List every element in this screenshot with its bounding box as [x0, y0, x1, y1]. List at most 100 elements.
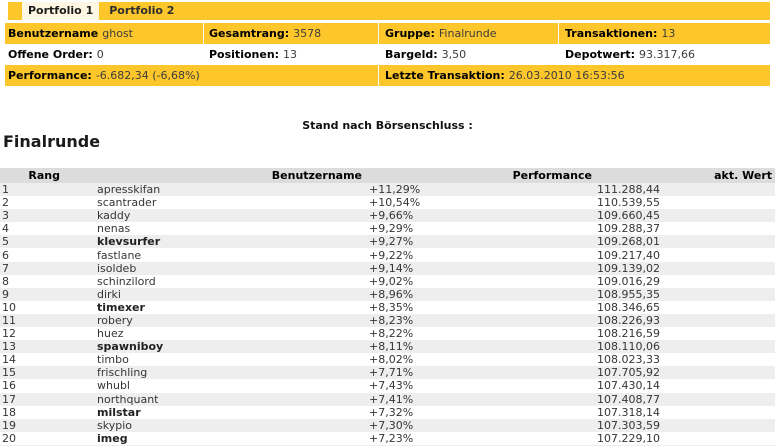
field-value: 3,50	[441, 48, 467, 61]
value-cell: 109.217,40	[597, 248, 660, 262]
performance-cell: +8,23%	[369, 313, 414, 327]
performance-cell: +9,66%	[369, 209, 414, 223]
username-cell: apresskifan	[97, 183, 161, 197]
tab-portfolio-1[interactable]: Portfolio 1	[22, 2, 100, 20]
portfolio-summary: Portfolio 1 Portfolio 2 Benutzername gho…	[5, 2, 770, 86]
field-label: Depotwert:	[565, 48, 635, 61]
username-cell: frischling	[97, 366, 148, 380]
field-value: ghost	[102, 27, 133, 40]
rank-cell: 1	[2, 183, 9, 197]
rank-cell: 5	[2, 235, 9, 249]
table-row: 9 dirki +8,96% 108.955,35	[0, 287, 775, 301]
summary-row-2: Offene Order: 0 Positionen: 13 Bargeld: …	[5, 44, 770, 65]
field-offene-order: Offene Order: 0	[5, 44, 203, 65]
rank-cell: 14	[2, 353, 16, 367]
performance-cell: +7,32%	[369, 405, 414, 419]
rank-cell: 11	[2, 313, 16, 327]
field-transaktionen: Transaktionen: 13	[558, 23, 770, 44]
performance-cell: +7,43%	[369, 379, 414, 393]
field-performance: Performance: -6.682,34 (-6,68%)	[5, 65, 378, 86]
rank-cell: 19	[2, 418, 16, 432]
rank-cell: 6	[2, 248, 9, 262]
table-row-clipped: 21	[0, 444, 775, 446]
username-cell: spawniboy	[97, 340, 164, 354]
value-cell: 107.229,10	[597, 431, 660, 445]
performance-cell: +9,22%	[369, 248, 414, 262]
username-cell: klevsurfer	[97, 235, 161, 249]
performance-cell: +7,30%	[369, 418, 414, 432]
username-cell: scantrader	[97, 196, 157, 210]
rank-cell: 9	[2, 287, 9, 301]
column-header-rang: Rang	[28, 169, 60, 182]
field-value: 93.317,66	[639, 48, 695, 61]
value-cell: 109.139,02	[597, 261, 660, 275]
rank-cell: 21	[0, 445, 65, 446]
value-cell: 109.660,45	[597, 209, 660, 223]
username-cell: timexer	[97, 300, 145, 314]
table-row: 15 frischling +7,71% 107.705,92	[0, 366, 775, 380]
field-label: Letzte Transaktion:	[385, 69, 505, 82]
column-header-benutzername: Benutzername	[271, 169, 362, 182]
field-positionen: Positionen: 13	[203, 44, 378, 65]
field-label: Gesamtrang:	[209, 27, 290, 40]
username-cell: imeg	[97, 431, 128, 445]
value-cell: 111.288,44	[597, 183, 660, 197]
username-cell: nenas	[97, 222, 131, 236]
table-row: 2 scantrader +10,54% 110.539,55	[0, 196, 775, 209]
table-row: 4 nenas +9,29% 109.288,37	[0, 222, 775, 235]
field-value: 0	[96, 48, 104, 61]
field-value: 26.03.2010 16:53:56	[508, 69, 625, 82]
rank-cell: 12	[2, 327, 16, 341]
performance-cell: +10,54%	[369, 196, 421, 210]
rank-cell: 17	[2, 392, 16, 406]
field-label: Transaktionen:	[565, 27, 658, 40]
section-title: Finalrunde	[3, 132, 101, 151]
value-cell: 109.288,37	[597, 222, 660, 236]
table-row: 16 whubl +7,43% 107.430,14	[0, 379, 775, 392]
value-cell: 108.023,33	[597, 353, 660, 367]
field-label: Performance:	[8, 69, 92, 82]
value-cell: 108.110,06	[597, 340, 660, 354]
field-bargeld: Bargeld: 3,50	[378, 44, 558, 65]
username-cell: northquant	[97, 392, 159, 406]
username-cell: milstar	[97, 405, 141, 419]
table-row: 14 timbo +8,02% 108.023,33	[0, 353, 775, 366]
performance-cell: +11,29%	[369, 183, 421, 197]
ranking-table: Rang Benutzername Performance akt. Wert …	[0, 168, 775, 446]
rank-cell: 3	[2, 209, 9, 223]
table-row: 11 robery +8,23% 108.226,93	[0, 313, 775, 328]
performance-cell: +9,29%	[369, 222, 414, 236]
ranking-table-body: 1 apresskifan +11,29% 111.288,44 2 scant…	[0, 183, 775, 446]
table-row: 12 huez +8,22% 108.216,59	[0, 327, 775, 340]
status-line: Stand nach Börsenschluss :	[302, 119, 473, 132]
rank-cell: 10	[2, 300, 16, 314]
performance-cell: +9,14%	[369, 261, 414, 275]
performance-cell: +7,41%	[369, 392, 414, 406]
value-cell: 110.539,55	[597, 196, 660, 210]
username-cell: robery	[97, 313, 133, 327]
field-letzte-transaktion: Letzte Transaktion: 26.03.2010 16:53:56	[378, 65, 770, 86]
username-cell: huez	[97, 327, 124, 341]
field-value: 13	[283, 48, 298, 61]
tab-portfolio-2[interactable]: Portfolio 2	[109, 4, 175, 17]
field-gesamtrang: Gesamtrang: 3578	[203, 23, 378, 44]
field-benutzername: Benutzername ghost	[5, 23, 203, 44]
ranking-table-header: Rang Benutzername Performance akt. Wert	[0, 168, 775, 183]
rank-cell: 13	[2, 340, 16, 354]
field-value: Finalrunde	[438, 27, 497, 40]
summary-row-1: Benutzername ghost Gesamtrang: 3578 Grup…	[5, 23, 770, 44]
field-value: 13	[661, 27, 676, 40]
field-label: Positionen:	[209, 48, 280, 61]
field-gruppe: Gruppe: Finalrunde	[378, 23, 558, 44]
table-row: 3 kaddy +9,66% 109.660,45	[0, 209, 775, 223]
field-value: 3578	[293, 27, 322, 40]
rank-cell: 18	[2, 405, 16, 419]
field-label: Offene Order:	[8, 48, 93, 61]
username-cell: dirki	[97, 287, 121, 301]
value-cell: 107.318,14	[597, 405, 660, 419]
username-cell: isoldeb	[97, 261, 137, 275]
rank-cell: 15	[2, 366, 16, 380]
value-cell: 109.268,01	[597, 235, 660, 249]
performance-cell: +9,02%	[369, 274, 414, 288]
